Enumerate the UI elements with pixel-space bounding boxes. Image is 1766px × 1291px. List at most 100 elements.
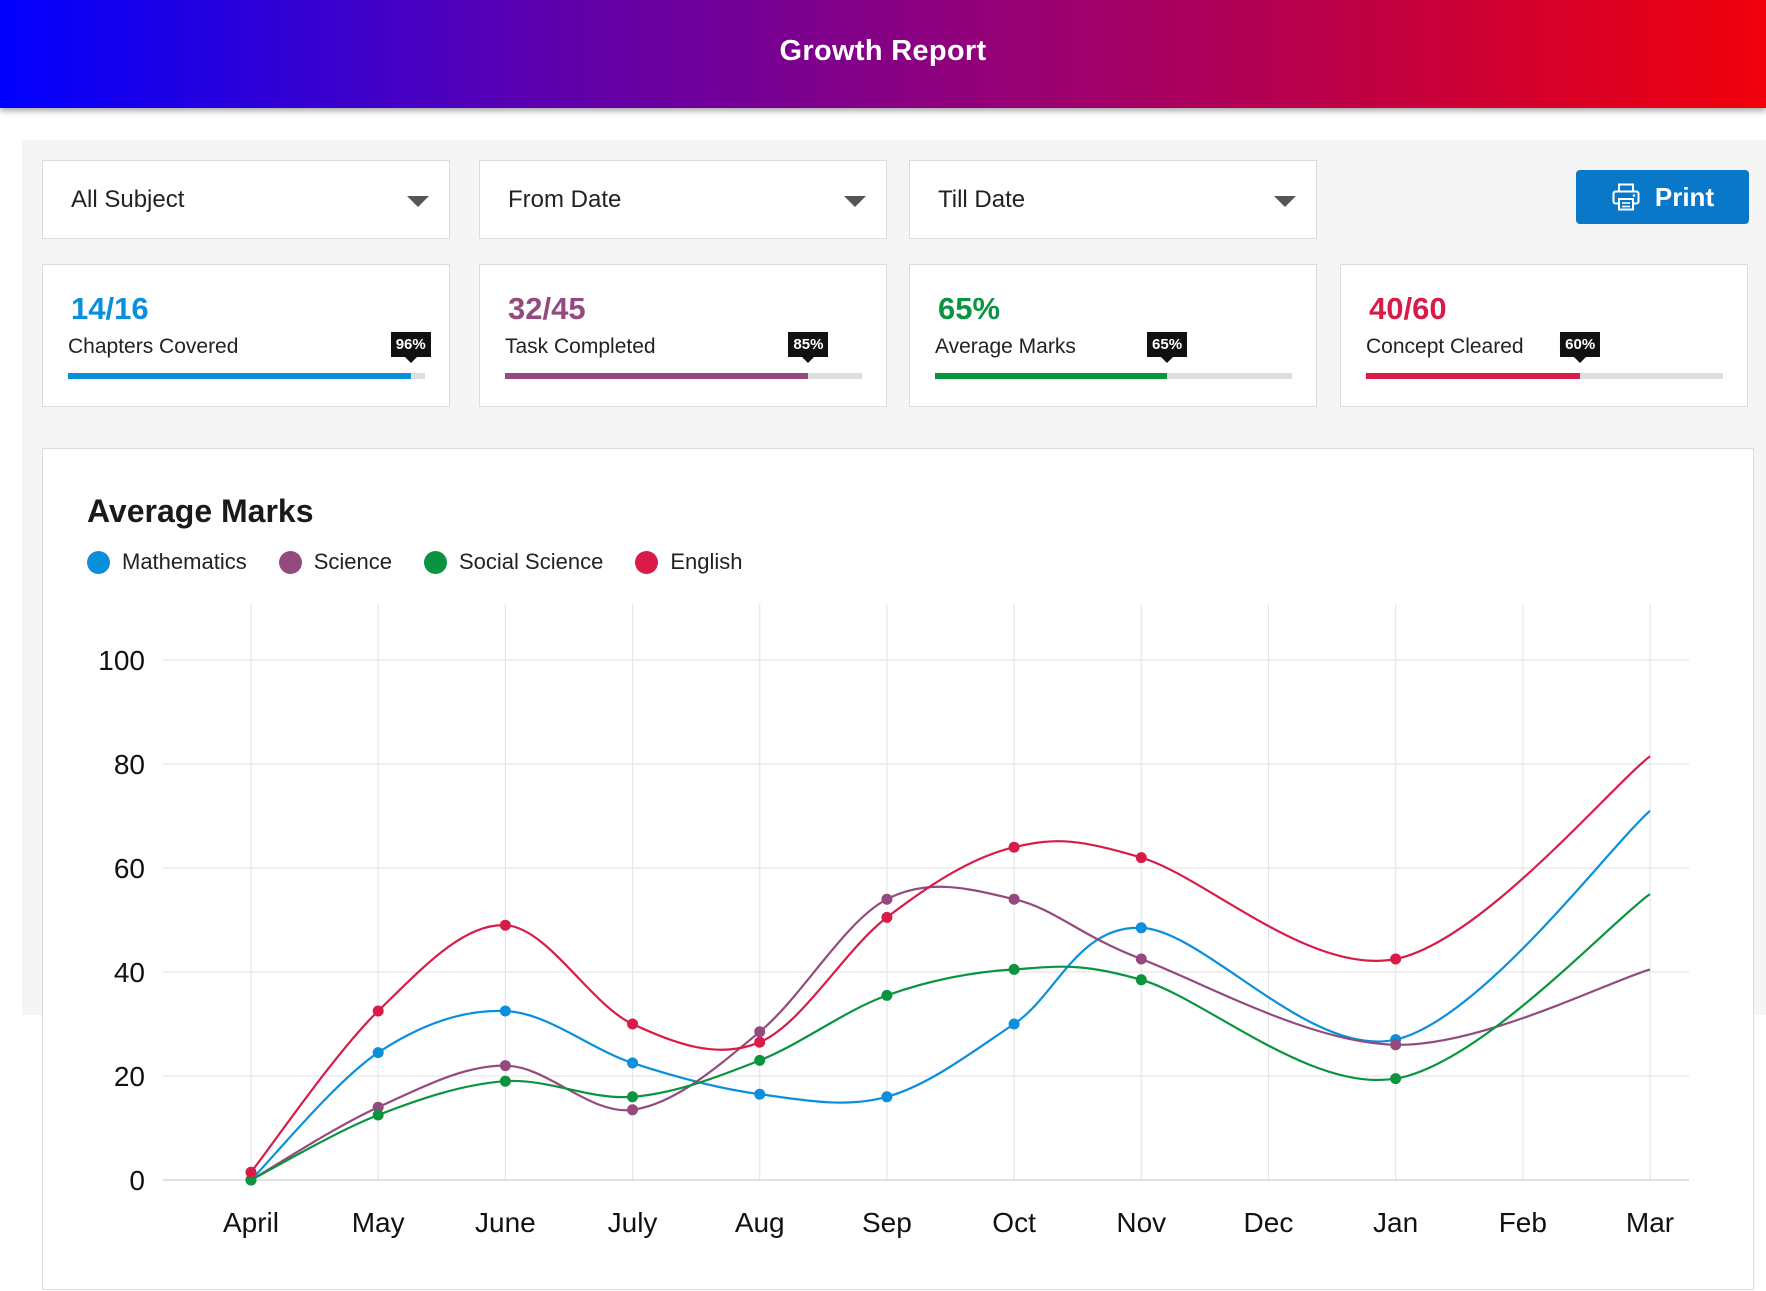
x-tick-label: Mar <box>1626 1207 1674 1238</box>
progress-track: 85% <box>505 332 862 379</box>
data-point-mathematics <box>499 1005 511 1017</box>
till-date-value: Till Date <box>938 185 1026 213</box>
legend-dot <box>278 550 302 574</box>
progress-fill <box>1366 373 1581 379</box>
data-point-social-science <box>627 1091 639 1103</box>
progress-track: 65% <box>935 332 1292 379</box>
line-chart: 0 20 40 60 80 100 April May June July Aug Sep Oct Nov… <box>98 604 1689 1238</box>
data-point-mathematics <box>754 1088 766 1100</box>
progress-fill <box>935 373 1168 379</box>
data-point-science <box>1135 953 1147 965</box>
x-tick-label: Sep <box>862 1207 912 1238</box>
legend-label: English <box>670 549 743 574</box>
data-point-science <box>372 1101 384 1113</box>
series-line-mathematics <box>250 809 1651 1181</box>
stat-value: 32/45 <box>508 291 586 326</box>
print-button[interactable]: Print <box>1576 170 1749 224</box>
progress-badge: 60% <box>1560 332 1601 357</box>
data-point-english <box>881 911 893 923</box>
y-tick-label: 20 <box>114 1061 145 1092</box>
subject-dropdown[interactable]: All Subject <box>42 160 450 239</box>
chart-legend: Mathematics Science Social Science Engli… <box>87 549 742 575</box>
series-line-science <box>250 885 1651 1181</box>
data-point-social-science <box>499 1075 511 1087</box>
data-point-english <box>1135 852 1147 864</box>
legend-label: Science <box>313 549 392 574</box>
data-point-social-science <box>245 1174 257 1186</box>
data-point-mathematics <box>1135 922 1147 934</box>
stat-label: Chapters Covered <box>68 335 239 358</box>
data-point-english <box>754 1036 766 1048</box>
y-tick-label: 0 <box>129 1165 145 1196</box>
data-point-english <box>1008 841 1020 853</box>
progress-fill <box>68 373 411 379</box>
stat-value: 65% <box>938 291 1001 326</box>
x-tick-label: Oct <box>992 1207 1036 1238</box>
data-point-english <box>372 1005 384 1017</box>
legend-dot <box>424 550 447 574</box>
stat-label: Average Marks <box>935 335 1076 358</box>
concept-cleared-card: 40/60 Concept Cleared 60% <box>1340 264 1748 407</box>
progress-badge: 96% <box>390 332 431 357</box>
series-line-social-science <box>250 893 1651 1181</box>
legend-dot <box>87 550 110 574</box>
page-title: Growth Report <box>779 34 987 67</box>
data-point-social-science <box>881 989 893 1001</box>
progress-badge: 85% <box>788 332 829 357</box>
x-tick-label: July <box>608 1207 658 1238</box>
subject-dropdown-value: All Subject <box>71 185 185 213</box>
legend-item-mathematics[interactable]: Mathematics <box>87 549 247 575</box>
data-point-science <box>754 1026 766 1038</box>
legend-label: Social Science <box>459 549 604 574</box>
panel-edge <box>0 140 22 1015</box>
from-date-value: From Date <box>508 185 622 213</box>
x-tick-label: May <box>352 1207 405 1238</box>
y-tick-label: 60 <box>114 853 145 884</box>
y-tick-label: 100 <box>98 645 145 676</box>
data-point-science <box>499 1060 511 1072</box>
stat-value: 40/60 <box>1369 291 1447 326</box>
header-bar: Growth Report <box>0 0 1766 108</box>
data-point-social-science <box>754 1054 766 1066</box>
data-point-social-science <box>1390 1073 1402 1085</box>
till-date-dropdown[interactable]: Till Date <box>909 160 1317 239</box>
average-marks-chart-card: Average Marks Mathematics Science Social… <box>42 448 1754 1290</box>
chevron-down-icon <box>844 196 866 207</box>
data-point-mathematics <box>627 1057 639 1069</box>
data-point-science <box>1390 1039 1402 1051</box>
x-tick-label: Jan <box>1373 1207 1418 1238</box>
data-point-science <box>1008 893 1020 905</box>
legend-item-science[interactable]: Science <box>278 549 392 575</box>
data-point-english <box>1390 953 1402 965</box>
y-tick-label: 40 <box>114 957 145 988</box>
chevron-down-icon <box>1274 196 1296 207</box>
x-tick-label: June <box>475 1207 536 1238</box>
print-button-label: Print <box>1654 181 1715 212</box>
data-point-social-science <box>1008 963 1020 975</box>
x-tick-label: April <box>223 1207 279 1238</box>
task-completed-card: 32/45 Task Completed 85% <box>479 264 887 407</box>
y-tick-label: 80 <box>114 749 145 780</box>
stat-label: Concept Cleared <box>1366 335 1524 358</box>
series-line-english <box>250 755 1651 1173</box>
stat-label: Task Completed <box>505 335 656 358</box>
average-marks-card: 65% Average Marks 65% <box>909 264 1317 407</box>
x-tick-label: Aug <box>735 1207 785 1238</box>
legend-dot <box>635 550 659 574</box>
legend-item-social-science[interactable]: Social Science <box>424 549 603 575</box>
printer-icon <box>1612 183 1640 211</box>
data-point-science <box>627 1104 639 1116</box>
chapters-covered-card: 14/16 Chapters Covered 96% <box>42 264 450 407</box>
stat-value: 14/16 <box>71 291 149 326</box>
progress-track: 96% <box>68 332 431 379</box>
data-point-mathematics <box>1008 1018 1020 1030</box>
from-date-dropdown[interactable]: From Date <box>479 160 887 239</box>
legend-item-english[interactable]: English <box>635 549 742 575</box>
chevron-down-icon <box>407 196 429 207</box>
data-point-social-science <box>1135 974 1147 986</box>
data-point-science <box>881 893 893 905</box>
legend-label: Mathematics <box>122 549 247 574</box>
data-point-english <box>245 1166 257 1178</box>
data-point-english <box>627 1018 639 1030</box>
data-point-english <box>499 919 511 931</box>
